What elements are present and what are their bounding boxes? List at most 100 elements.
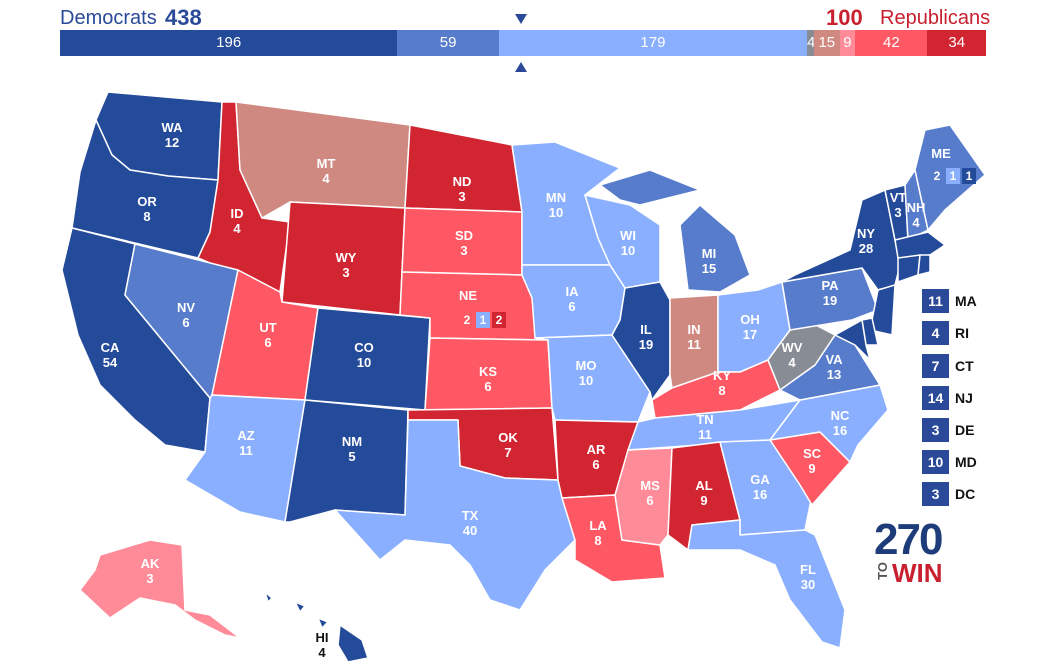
state-label-vt: VT [890, 190, 907, 205]
state-label-nv: NV [177, 300, 195, 315]
small-state-abbr: CT [955, 358, 974, 374]
state-ev-wv: 4 [788, 355, 796, 370]
me-district-box[interactable]: 1 [962, 168, 976, 184]
state-label-wi: WI [620, 228, 636, 243]
bar-segment[interactable]: 196 [60, 30, 398, 56]
state-md[interactable] [834, 319, 871, 361]
state-label-co: CO [354, 340, 374, 355]
small-state-ev-box[interactable]: 4 [922, 321, 949, 345]
state-ri[interactable] [917, 254, 931, 276]
state-ev-or: 8 [143, 209, 150, 224]
state-nm[interactable] [284, 399, 409, 523]
republicans-label: Republicans [880, 7, 991, 29]
state-ct[interactable] [897, 254, 921, 283]
ne-district-box[interactable]: 2 [460, 312, 474, 328]
state-ev-al: 9 [700, 493, 707, 508]
state-label-id: ID [231, 206, 244, 221]
bar-segment[interactable]: 42 [855, 30, 928, 56]
small-state-ev-box[interactable]: 11 [922, 289, 949, 313]
state-ev-mo: 10 [579, 373, 593, 388]
270towin-logo[interactable]: 270 TO WIN [874, 518, 944, 587]
state-label-ut: UT [259, 320, 276, 335]
bar-segment[interactable]: 59 [397, 30, 499, 56]
state-label-wy: WY [336, 250, 357, 265]
state-hi[interactable] [264, 591, 369, 663]
state-label-az: AZ [237, 428, 254, 443]
state-ev-tx: 40 [463, 523, 477, 538]
me-district-box[interactable]: 2 [930, 168, 944, 184]
state-label-or: OR [137, 194, 157, 209]
bar-segment[interactable]: 15 [813, 30, 840, 56]
small-state-ev-box[interactable]: 3 [922, 482, 949, 506]
state-ev-ga: 16 [753, 487, 767, 502]
270-marker-bottom-icon [515, 62, 527, 72]
state-label-la: LA [589, 518, 607, 533]
state-label-ar: AR [587, 442, 606, 457]
state-label-ia: IA [566, 284, 580, 299]
state-ev-mi: 15 [702, 261, 716, 276]
state-ev-az: 11 [239, 443, 253, 458]
bar-segment[interactable]: 9 [839, 30, 856, 56]
state-label-mt: MT [317, 156, 336, 171]
republicans-total: 100 [826, 5, 863, 30]
state-label-ok: OK [498, 430, 518, 445]
state-ev-wi: 10 [621, 243, 635, 258]
state-mi[interactable] [599, 169, 751, 293]
state-label-wa: WA [162, 120, 184, 135]
small-state-abbr: DE [955, 422, 975, 438]
small-state-ev-box[interactable]: 10 [922, 450, 949, 474]
ne-district-box[interactable]: 1 [476, 312, 490, 328]
state-label-fl: FL [800, 562, 816, 577]
democrats-label: Democrats [60, 7, 157, 29]
bar-segment[interactable]: 179 [498, 30, 807, 56]
state-ev-fl: 30 [801, 577, 815, 592]
state-nj[interactable] [869, 284, 896, 336]
state-label-in: IN [688, 322, 701, 337]
bar-segment[interactable]: 34 [927, 30, 986, 56]
state-label-oh: OH [740, 312, 760, 327]
state-label-pa: PA [821, 278, 839, 293]
bar-segment[interactable]: 4 [806, 30, 814, 56]
state-ev-ms: 6 [646, 493, 653, 508]
state-ev-in: 11 [687, 337, 701, 352]
state-label-ak: AK [141, 556, 160, 571]
state-fl[interactable] [687, 519, 846, 649]
state-label-sd: SD [455, 228, 473, 243]
state-ev-hi: 4 [318, 645, 326, 660]
state-ev-mn: 10 [549, 205, 563, 220]
state-ev-nh: 4 [912, 215, 920, 230]
state-ev-ia: 6 [568, 299, 575, 314]
small-state-abbr: RI [955, 325, 969, 341]
small-state-ev-box[interactable]: 14 [922, 386, 949, 410]
state-ak[interactable] [79, 539, 241, 639]
state-ev-va: 13 [827, 367, 841, 382]
small-state-abbr: DC [955, 486, 976, 502]
small-state-ev-box[interactable]: 3 [922, 418, 949, 442]
state-label-nd: ND [453, 174, 472, 189]
state-label-va: VA [825, 352, 843, 367]
state-label-il: IL [640, 322, 652, 337]
state-ev-sc: 9 [808, 461, 815, 476]
state-ev-nv: 6 [182, 315, 189, 330]
state-labels: WA12OR8CA54ID4NV6MT4WY3UT6AZ11CO10NM5ND3… [101, 120, 951, 660]
logo-to: TO [875, 562, 890, 580]
state-ev-pa: 19 [823, 293, 837, 308]
state-label-sc: SC [803, 446, 822, 461]
state-ev-ca: 54 [103, 355, 118, 370]
ne-district-box[interactable]: 2 [492, 312, 506, 328]
state-label-nm: NM [342, 434, 362, 449]
state-label-nc: NC [831, 408, 850, 423]
state-ev-id: 4 [233, 221, 241, 236]
small-state-ev-box[interactable]: 7 [922, 354, 949, 378]
me-district-box[interactable]: 1 [946, 168, 960, 184]
state-ev-nd: 3 [458, 189, 465, 204]
state-ev-ak: 3 [146, 571, 153, 586]
electoral-vote-bar: 196 59 179 4 15 9 42 34 [60, 30, 986, 56]
state-tx[interactable] [334, 419, 576, 611]
state-ev-ny: 28 [859, 241, 873, 256]
state-ma[interactable] [894, 231, 946, 259]
state-ev-oh: 17 [743, 327, 757, 342]
state-label-ky: KY [713, 368, 731, 383]
